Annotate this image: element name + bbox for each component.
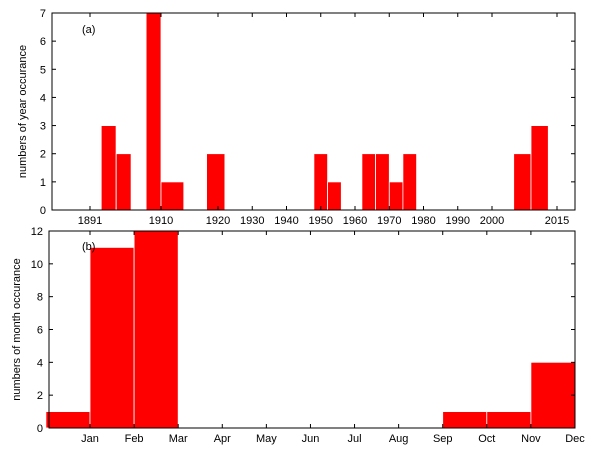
x-tick-label: Nov — [521, 433, 541, 445]
panel-a: 0 1 2 3 4 5 6 7 1891 1910 1920 1930 1940 1950 1960 1970… — [17, 8, 576, 227]
x-tick-label: Apr — [214, 433, 231, 445]
year-bar — [206, 153, 226, 211]
x-tick-label: 2015 — [545, 215, 569, 227]
x-tick-label: Aug — [389, 433, 409, 445]
y-axis-label: numbers of year occurance — [17, 45, 29, 178]
x-tick-label: Jan — [81, 433, 99, 445]
x-tick-label: 1970 — [377, 215, 401, 227]
y-axis-label: numbers of month occurance — [11, 258, 23, 400]
x-tick-label: 1910 — [149, 215, 173, 227]
y-tick-label: 6 — [40, 36, 46, 48]
y-tick-label: 10 — [31, 259, 43, 271]
panel-label: (b) — [82, 241, 95, 253]
y-tick-label: 0 — [37, 423, 43, 435]
y-tick-label: 8 — [37, 292, 43, 304]
x-tick-label: Sep — [433, 433, 453, 445]
y-tick-label: 4 — [37, 357, 43, 369]
y-tick-label: 1 — [40, 177, 46, 189]
y-tick-label: 12 — [31, 226, 43, 238]
y-tick-label: 3 — [40, 121, 46, 133]
x-tick-label: 1891 — [78, 215, 102, 227]
month-bar — [442, 411, 488, 429]
panel-label: (a) — [82, 24, 95, 36]
year-bar — [160, 181, 185, 211]
x-tick-label: 2000 — [480, 215, 504, 227]
month-bar — [486, 411, 532, 429]
x-tick-label: Jul — [348, 433, 362, 445]
y-tick-label: 0 — [40, 205, 46, 217]
plot-frame — [51, 12, 576, 211]
year-bar — [313, 153, 328, 211]
month-bar — [89, 246, 135, 429]
month-bar — [45, 411, 91, 429]
x-tick-label: 1920 — [206, 215, 230, 227]
x-tick-label: 1950 — [309, 215, 333, 227]
y-tick-label: 4 — [40, 92, 46, 104]
year-bar — [100, 125, 117, 211]
year-bar — [375, 153, 390, 211]
x-tick-label: 1990 — [446, 215, 470, 227]
year-bar — [361, 153, 376, 211]
year-bar — [388, 181, 404, 211]
panel-b: 0 2 4 6 8 10 12 Jan Feb Mar Apr May Jun Jul Aug Sep Oct N… — [11, 226, 585, 445]
year-bar — [145, 12, 162, 211]
y-tick-label: 6 — [37, 325, 43, 337]
x-tick-label: Oct — [478, 433, 495, 445]
x-tick-label: 1930 — [240, 215, 264, 227]
x-tick-label: Dec — [565, 433, 585, 445]
year-bar — [530, 125, 549, 211]
y-tick-label: 2 — [40, 149, 46, 161]
y-tick-label: 5 — [40, 64, 46, 76]
year-bar — [115, 153, 132, 211]
y-tick-label: 7 — [40, 8, 46, 20]
x-tick-label: 1940 — [274, 215, 298, 227]
x-tick-label: Jun — [302, 433, 320, 445]
y-tick-label: 2 — [37, 390, 43, 402]
x-tick-label: 1980 — [411, 215, 435, 227]
x-tick-label: Mar — [169, 433, 188, 445]
year-bar — [513, 153, 532, 211]
x-tick-label: May — [256, 433, 277, 445]
month-bar — [133, 230, 179, 429]
year-bar — [327, 181, 342, 211]
month-bar — [530, 361, 576, 429]
year-bar — [402, 153, 417, 211]
x-tick-label: Feb — [125, 433, 144, 445]
x-tick-label: 1960 — [343, 215, 367, 227]
